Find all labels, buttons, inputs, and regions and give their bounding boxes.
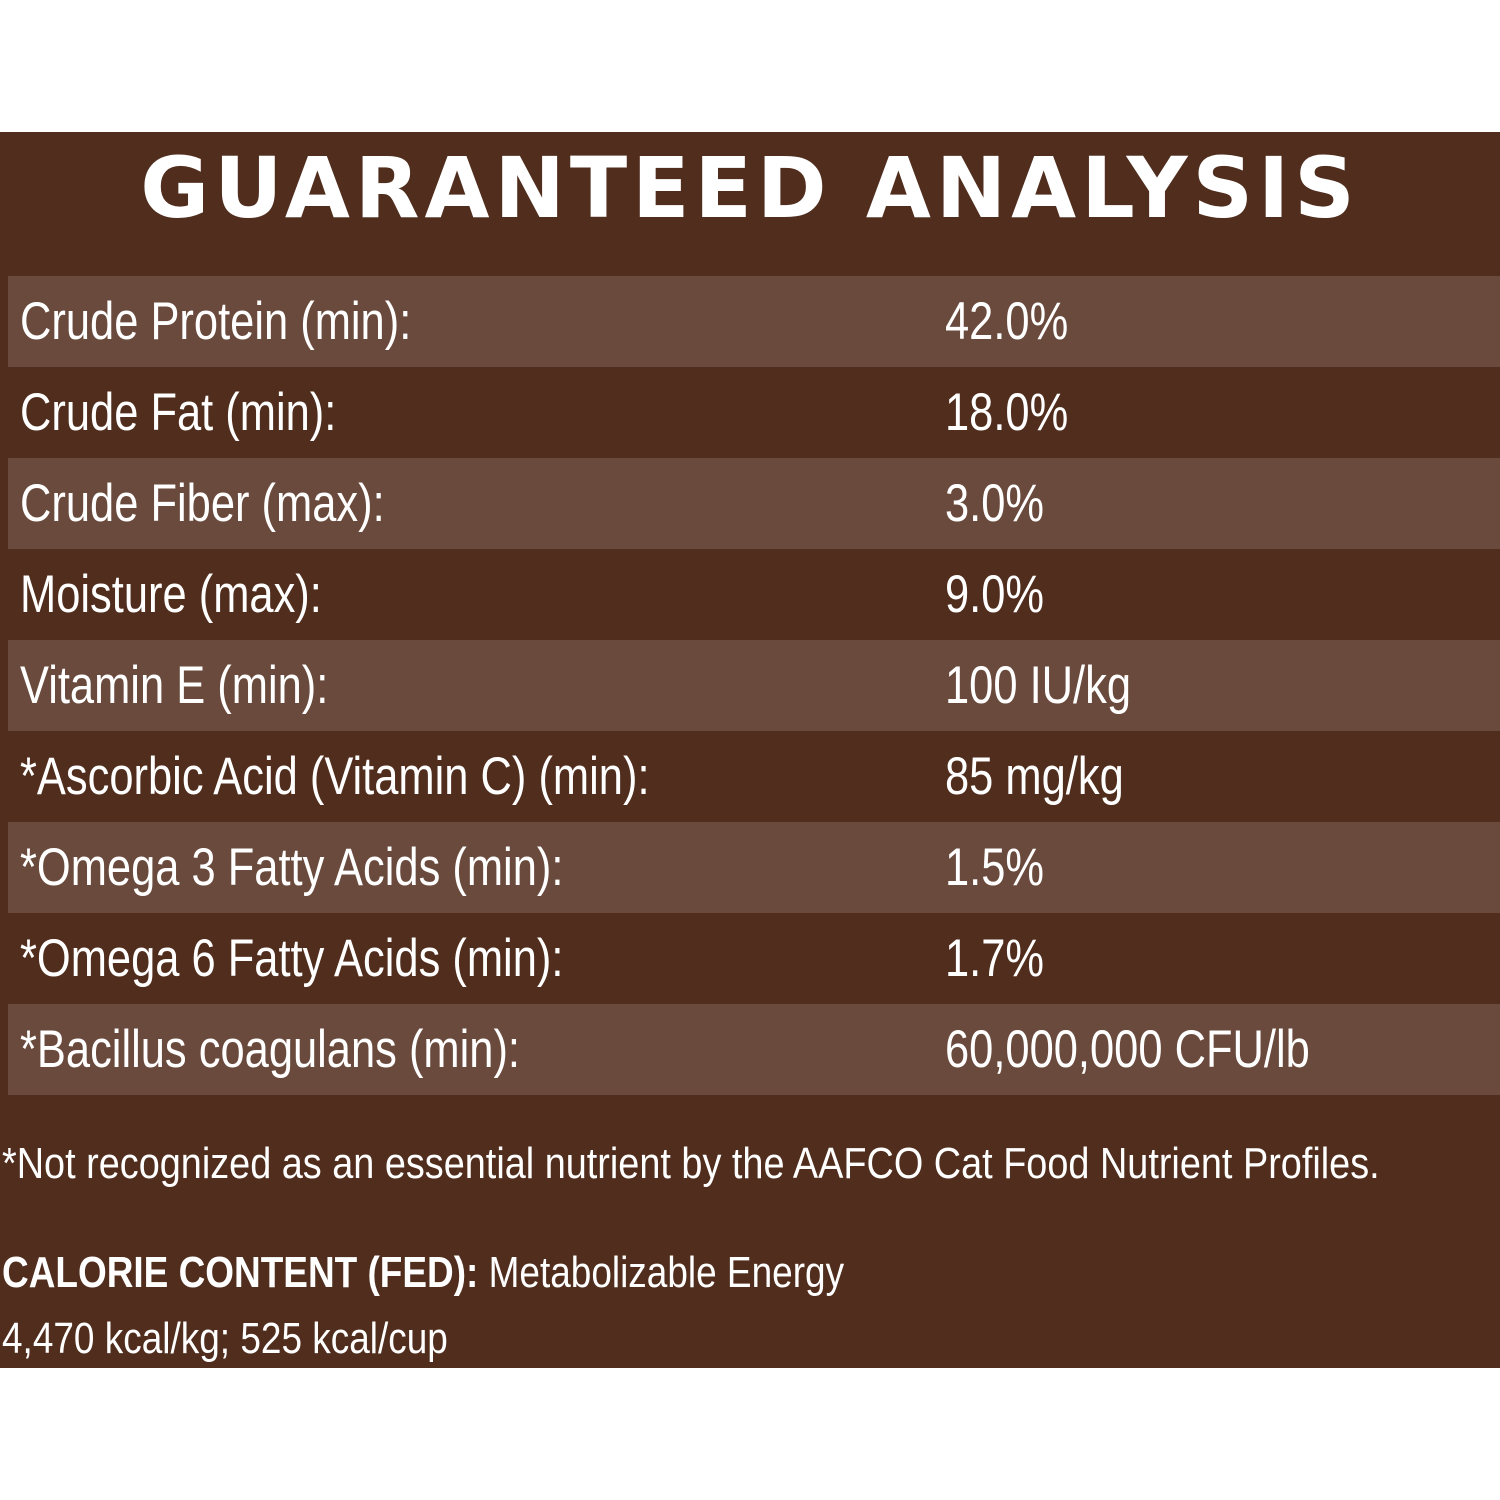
nutrient-value: 1.5% [945, 838, 1045, 897]
table-row: Crude Fiber (max): 3.0% [8, 458, 1500, 549]
nutrient-value: 18.0% [945, 383, 1069, 442]
nutrient-label: *Omega 3 Fatty Acids (min): [20, 838, 564, 897]
calorie-line-1: CALORIE CONTENT (FED): Metabolizable Ene… [2, 1240, 844, 1306]
panel-title: GUARANTEED ANALYSIS [140, 139, 1360, 237]
nutrient-value: 42.0% [945, 292, 1069, 351]
guaranteed-analysis-panel: GUARANTEED ANALYSIS Crude Protein (min):… [0, 132, 1500, 1368]
table-row: *Bacillus coagulans (min): 60,000,000 CF… [8, 1004, 1500, 1095]
nutrient-value: 3.0% [945, 474, 1045, 533]
nutrient-label: *Ascorbic Acid (Vitamin C) (min): [20, 747, 650, 806]
nutrient-label: *Bacillus coagulans (min): [20, 1020, 521, 1079]
table-row: Crude Fat (min): 18.0% [8, 367, 1500, 458]
nutrient-label: Crude Protein (min): [20, 292, 412, 351]
calorie-values: 4,470 kcal/kg; 525 kcal/cup [2, 1314, 448, 1363]
analysis-table: Crude Protein (min): 42.0% Crude Fat (mi… [8, 276, 1500, 1095]
table-row: *Omega 3 Fatty Acids (min): 1.5% [8, 822, 1500, 913]
nutrient-label: Crude Fiber (max): [20, 474, 385, 533]
table-row: Moisture (max): 9.0% [8, 549, 1500, 640]
nutrient-value: 85 mg/kg [945, 747, 1124, 806]
calorie-content: CALORIE CONTENT (FED): Metabolizable Ene… [2, 1240, 844, 1372]
nutrient-value: 100 IU/kg [945, 656, 1132, 715]
table-row: Vitamin E (min): 100 IU/kg [8, 640, 1500, 731]
table-row: Crude Protein (min): 42.0% [8, 276, 1500, 367]
aafco-footnote: *Not recognized as an essential nutrient… [2, 1139, 1380, 1188]
table-row: *Omega 6 Fatty Acids (min): 1.7% [8, 913, 1500, 1004]
nutrient-value: 1.7% [945, 929, 1045, 988]
nutrient-label: *Omega 6 Fatty Acids (min): [20, 929, 564, 988]
table-row: *Ascorbic Acid (Vitamin C) (min): 85 mg/… [8, 731, 1500, 822]
calorie-label: CALORIE CONTENT (FED): [2, 1248, 479, 1297]
nutrient-label: Vitamin E (min): [20, 656, 329, 715]
nutrient-label: Crude Fat (min): [20, 383, 337, 442]
nutrient-label: Moisture (max): [20, 565, 322, 624]
calorie-energy-text: Metabolizable Energy [488, 1248, 845, 1297]
nutrient-value: 60,000,000 CFU/lb [945, 1020, 1310, 1079]
nutrient-value: 9.0% [945, 565, 1045, 624]
